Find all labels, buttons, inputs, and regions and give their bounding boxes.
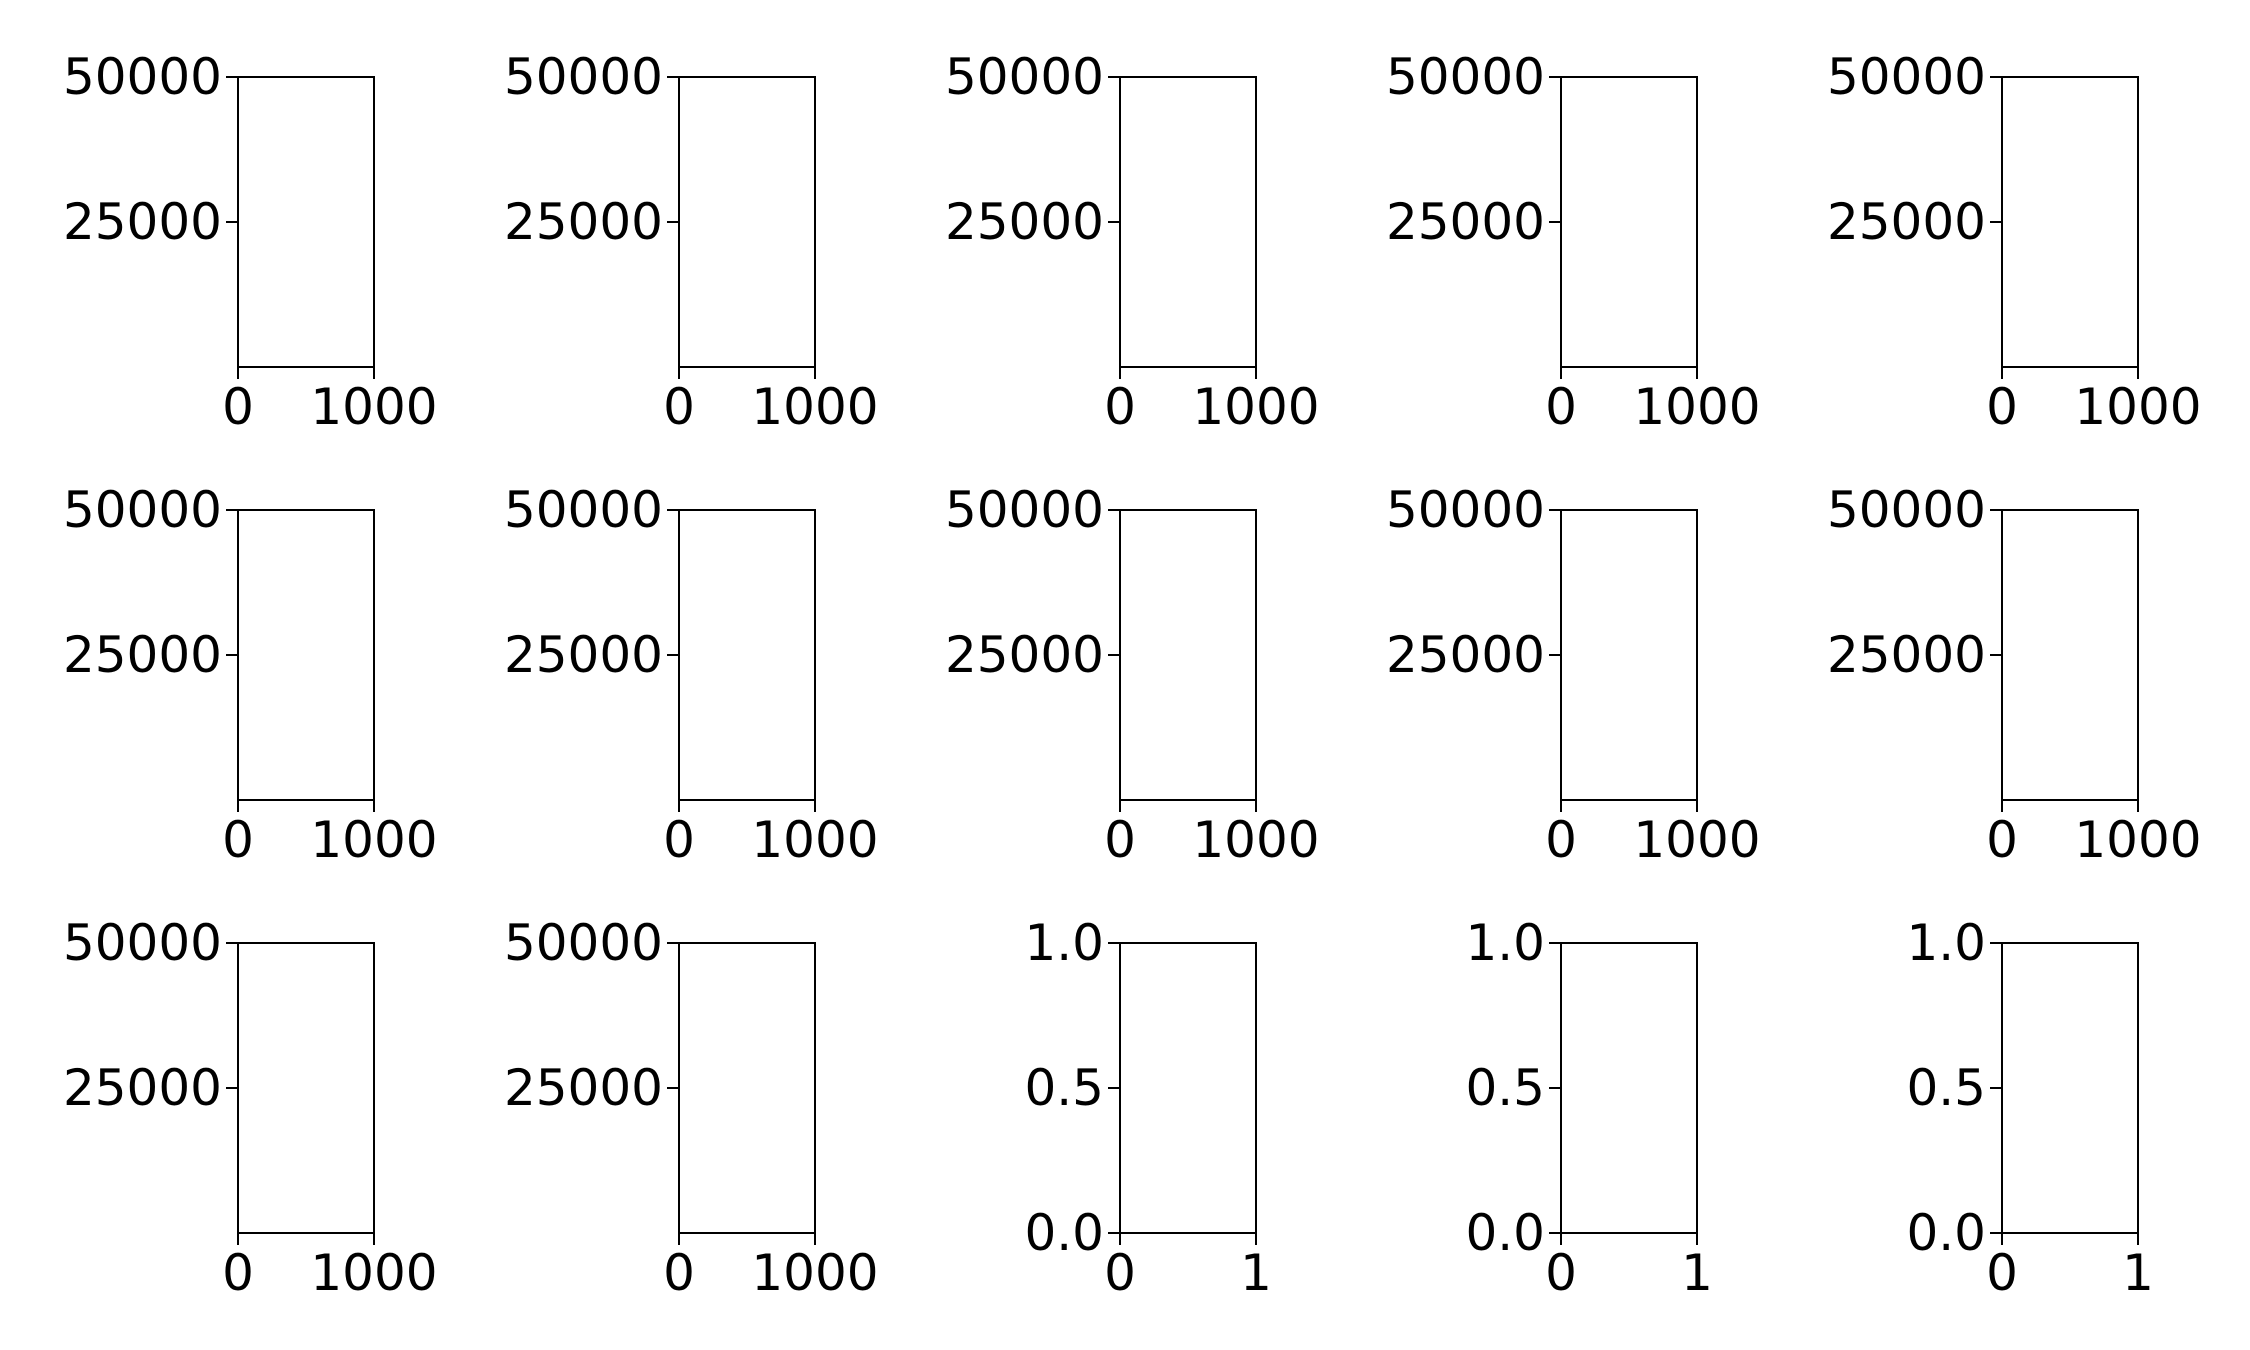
x-tick-label: 0 bbox=[663, 811, 695, 869]
subplot-8: 0 1000 25000 50000 bbox=[945, 481, 1320, 869]
x-tick-label: 0 bbox=[1986, 811, 2018, 869]
x-tick-label: 0 bbox=[1104, 378, 1136, 436]
y-tick-label: 50000 bbox=[504, 914, 663, 972]
axes-frame bbox=[678, 76, 816, 368]
x-tick-label: 1000 bbox=[1192, 378, 1319, 436]
axes-frame bbox=[237, 76, 375, 368]
subplot-7: 0 1000 25000 50000 bbox=[504, 481, 879, 869]
subplot-1: 0 1000 25000 50000 bbox=[63, 48, 438, 436]
y-tick-label: 1.0 bbox=[1024, 914, 1104, 972]
x-tick-label: 0 bbox=[1104, 1244, 1136, 1302]
y-tick-label: 25000 bbox=[504, 1059, 663, 1117]
subplot-5: 0 1000 25000 50000 bbox=[1827, 48, 2202, 436]
x-tick-label: 1000 bbox=[1192, 811, 1319, 869]
x-tick-label: 0 bbox=[663, 1244, 695, 1302]
axes-frame bbox=[2001, 76, 2139, 368]
y-tick-label: 25000 bbox=[945, 626, 1104, 684]
x-tick-label: 0 bbox=[222, 378, 254, 436]
subplot-9: 0 1000 25000 50000 bbox=[1386, 481, 1761, 869]
y-tick-label: 50000 bbox=[1827, 481, 1986, 539]
y-tick-label: 0.5 bbox=[1024, 1059, 1104, 1117]
x-tick-label: 1000 bbox=[751, 378, 878, 436]
y-tick-label: 0.0 bbox=[1465, 1204, 1545, 1262]
y-tick-label: 50000 bbox=[63, 481, 222, 539]
x-tick-label: 1000 bbox=[1633, 378, 1760, 436]
y-tick-label: 25000 bbox=[504, 626, 663, 684]
subplot-2: 0 1000 25000 50000 bbox=[504, 48, 879, 436]
x-tick-label: 0 bbox=[222, 1244, 254, 1302]
y-tick-label: 50000 bbox=[63, 914, 222, 972]
x-tick-label: 1 bbox=[1240, 1244, 1272, 1302]
x-tick-label: 0 bbox=[222, 811, 254, 869]
axes-frame bbox=[237, 509, 375, 801]
y-tick-label: 50000 bbox=[504, 481, 663, 539]
x-tick-label: 0 bbox=[1104, 811, 1136, 869]
x-tick-label: 1000 bbox=[751, 811, 878, 869]
x-tick-label: 0 bbox=[1986, 1244, 2018, 1302]
y-tick-label: 25000 bbox=[504, 193, 663, 251]
y-tick-label: 50000 bbox=[945, 481, 1104, 539]
x-tick-label: 1 bbox=[2122, 1244, 2154, 1302]
axes-frame bbox=[2001, 509, 2139, 801]
y-tick-label: 25000 bbox=[1386, 626, 1545, 684]
y-tick-label: 50000 bbox=[1386, 481, 1545, 539]
subplot-10: 0 1000 25000 50000 bbox=[1827, 481, 2202, 869]
axes-frame bbox=[1119, 942, 1257, 1234]
x-tick-label: 0 bbox=[1545, 1244, 1577, 1302]
y-tick-label: 0.5 bbox=[1906, 1059, 1986, 1117]
x-tick-label: 1000 bbox=[751, 1244, 878, 1302]
y-tick-label: 1.0 bbox=[1906, 914, 1986, 972]
y-tick-label: 0.0 bbox=[1024, 1204, 1104, 1262]
subplot-13: 0 1 0.0 0.5 1.0 bbox=[1024, 914, 1271, 1302]
axes-frame bbox=[1119, 76, 1257, 368]
x-tick-label: 0 bbox=[1545, 378, 1577, 436]
y-tick-label: 50000 bbox=[1386, 48, 1545, 106]
subplot-14: 0 1 0.0 0.5 1.0 bbox=[1465, 914, 1712, 1302]
subplot-15: 0 1 0.0 0.5 1.0 bbox=[1906, 914, 2153, 1302]
y-tick-label: 50000 bbox=[504, 48, 663, 106]
y-tick-label: 0.0 bbox=[1906, 1204, 1986, 1262]
y-tick-label: 25000 bbox=[945, 193, 1104, 251]
x-tick-label: 1000 bbox=[1633, 811, 1760, 869]
y-tick-label: 25000 bbox=[1827, 193, 1986, 251]
axes-frame bbox=[1560, 76, 1698, 368]
y-tick-label: 25000 bbox=[63, 193, 222, 251]
x-tick-label: 1 bbox=[1681, 1244, 1713, 1302]
y-tick-label: 25000 bbox=[63, 1059, 222, 1117]
subplot-11: 0 1000 25000 50000 bbox=[63, 914, 438, 1302]
axes-frame bbox=[1560, 509, 1698, 801]
y-tick-label: 1.0 bbox=[1465, 914, 1545, 972]
axes-frame bbox=[237, 942, 375, 1234]
x-tick-label: 1000 bbox=[2074, 811, 2201, 869]
x-tick-label: 1000 bbox=[2074, 378, 2201, 436]
x-tick-label: 0 bbox=[663, 378, 695, 436]
x-tick-label: 0 bbox=[1545, 811, 1577, 869]
y-tick-label: 50000 bbox=[945, 48, 1104, 106]
y-tick-label: 25000 bbox=[1827, 626, 1986, 684]
axes-frame bbox=[2001, 942, 2139, 1234]
y-tick-label: 0.5 bbox=[1465, 1059, 1545, 1117]
axes-frame bbox=[1560, 942, 1698, 1234]
subplot-6: 0 1000 25000 50000 bbox=[63, 481, 438, 869]
axes-frame bbox=[1119, 509, 1257, 801]
x-tick-label: 1000 bbox=[310, 378, 437, 436]
subplot-12: 0 1000 25000 50000 bbox=[504, 914, 879, 1302]
subplot-3: 0 1000 25000 50000 bbox=[945, 48, 1320, 436]
x-tick-label: 1000 bbox=[310, 811, 437, 869]
subplot-4: 0 1000 25000 50000 bbox=[1386, 48, 1761, 436]
axes-frame bbox=[678, 509, 816, 801]
x-tick-label: 0 bbox=[1986, 378, 2018, 436]
y-tick-label: 50000 bbox=[1827, 48, 1986, 106]
y-tick-label: 25000 bbox=[63, 626, 222, 684]
y-tick-label: 25000 bbox=[1386, 193, 1545, 251]
axes-frame bbox=[678, 942, 816, 1234]
x-tick-label: 1000 bbox=[310, 1244, 437, 1302]
y-tick-label: 50000 bbox=[63, 48, 222, 106]
